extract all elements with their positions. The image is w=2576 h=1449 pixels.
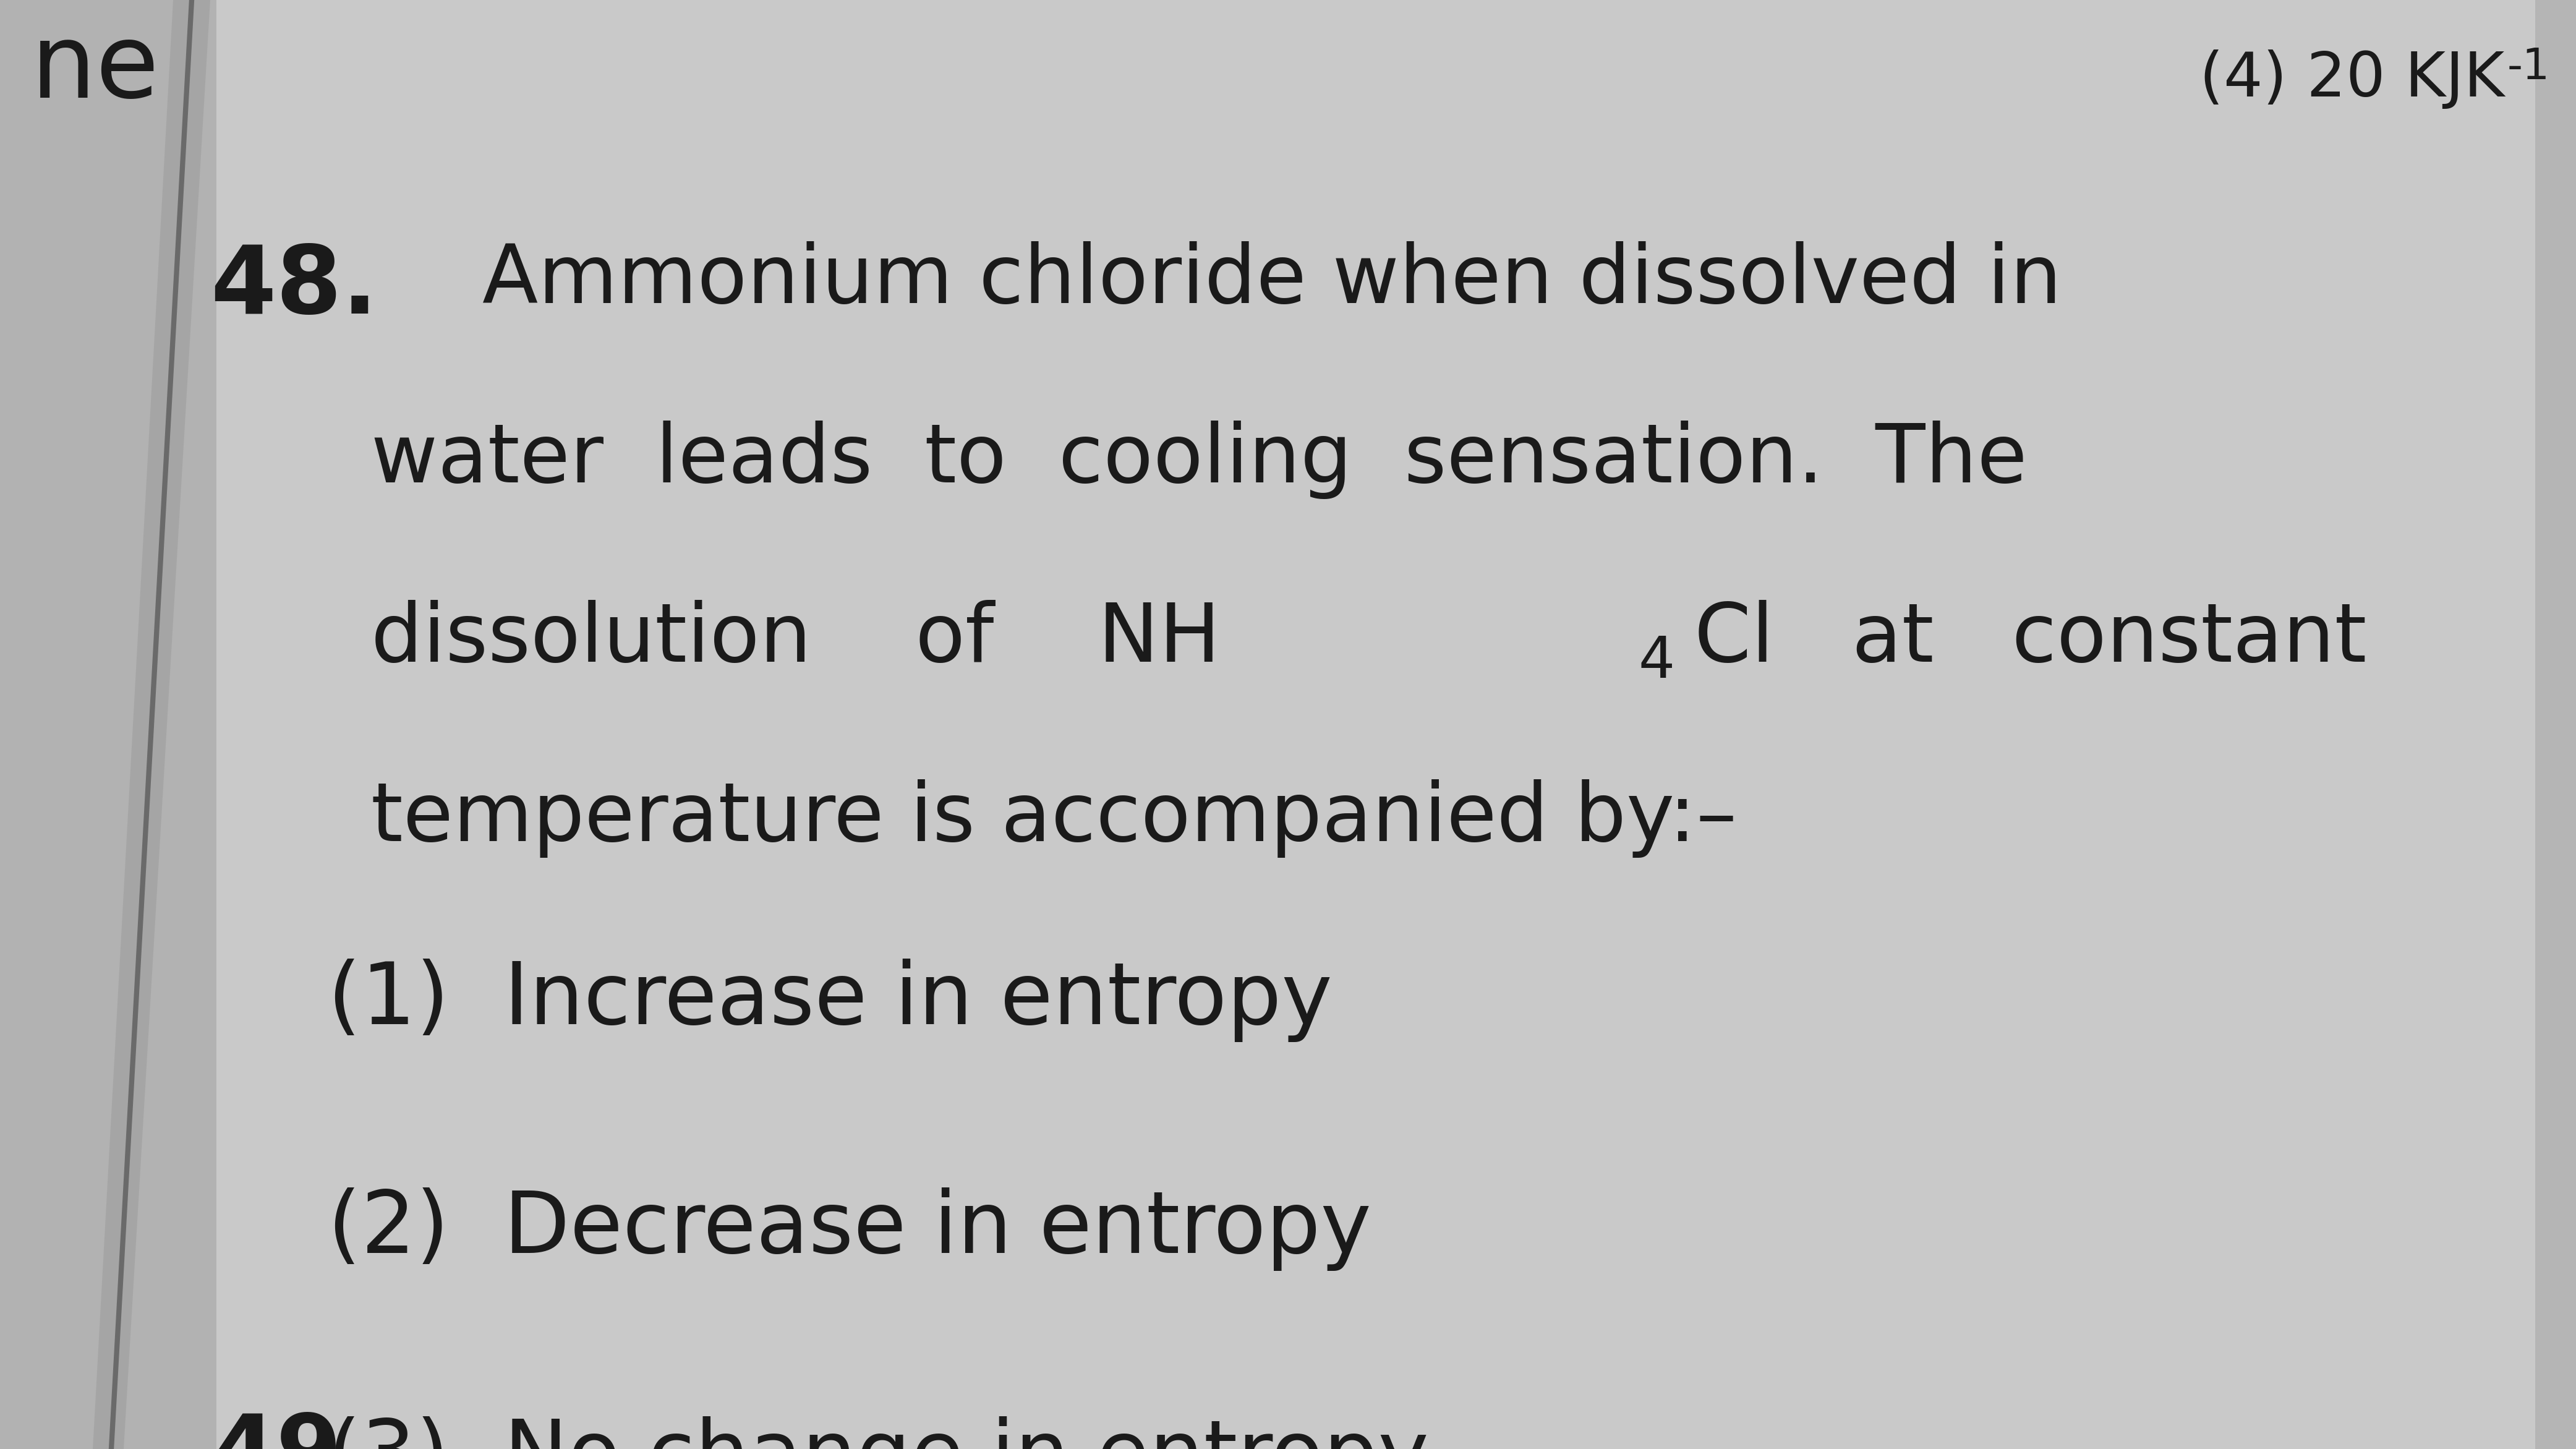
Text: Cl   at   constant: Cl at constant bbox=[1695, 600, 2367, 678]
Bar bbox=[0, 0, 216, 1449]
Text: dissolution    of    NH: dissolution of NH bbox=[371, 600, 1221, 678]
Bar bbox=[2535, 0, 2576, 1449]
Text: ne: ne bbox=[31, 19, 160, 119]
Text: Ammonium chloride when dissolved in: Ammonium chloride when dissolved in bbox=[482, 241, 2061, 320]
Text: temperature is accompanied by:–: temperature is accompanied by:– bbox=[371, 780, 1736, 858]
Text: 49.: 49. bbox=[211, 1410, 379, 1449]
Text: 48.: 48. bbox=[211, 241, 379, 333]
Polygon shape bbox=[93, 0, 211, 1449]
Text: (3)  No change in entropy: (3) No change in entropy bbox=[327, 1416, 1430, 1449]
Text: (1)  Increase in entropy: (1) Increase in entropy bbox=[327, 959, 1332, 1042]
Text: water  leads  to  cooling  sensation.  The: water leads to cooling sensation. The bbox=[371, 420, 2027, 498]
Text: (2)  Decrease in entropy: (2) Decrease in entropy bbox=[327, 1187, 1370, 1271]
Text: (4) 20 KJK: (4) 20 KJK bbox=[2200, 49, 2504, 110]
Text: -1: -1 bbox=[2506, 46, 2550, 88]
Text: 4: 4 bbox=[1638, 633, 1674, 690]
